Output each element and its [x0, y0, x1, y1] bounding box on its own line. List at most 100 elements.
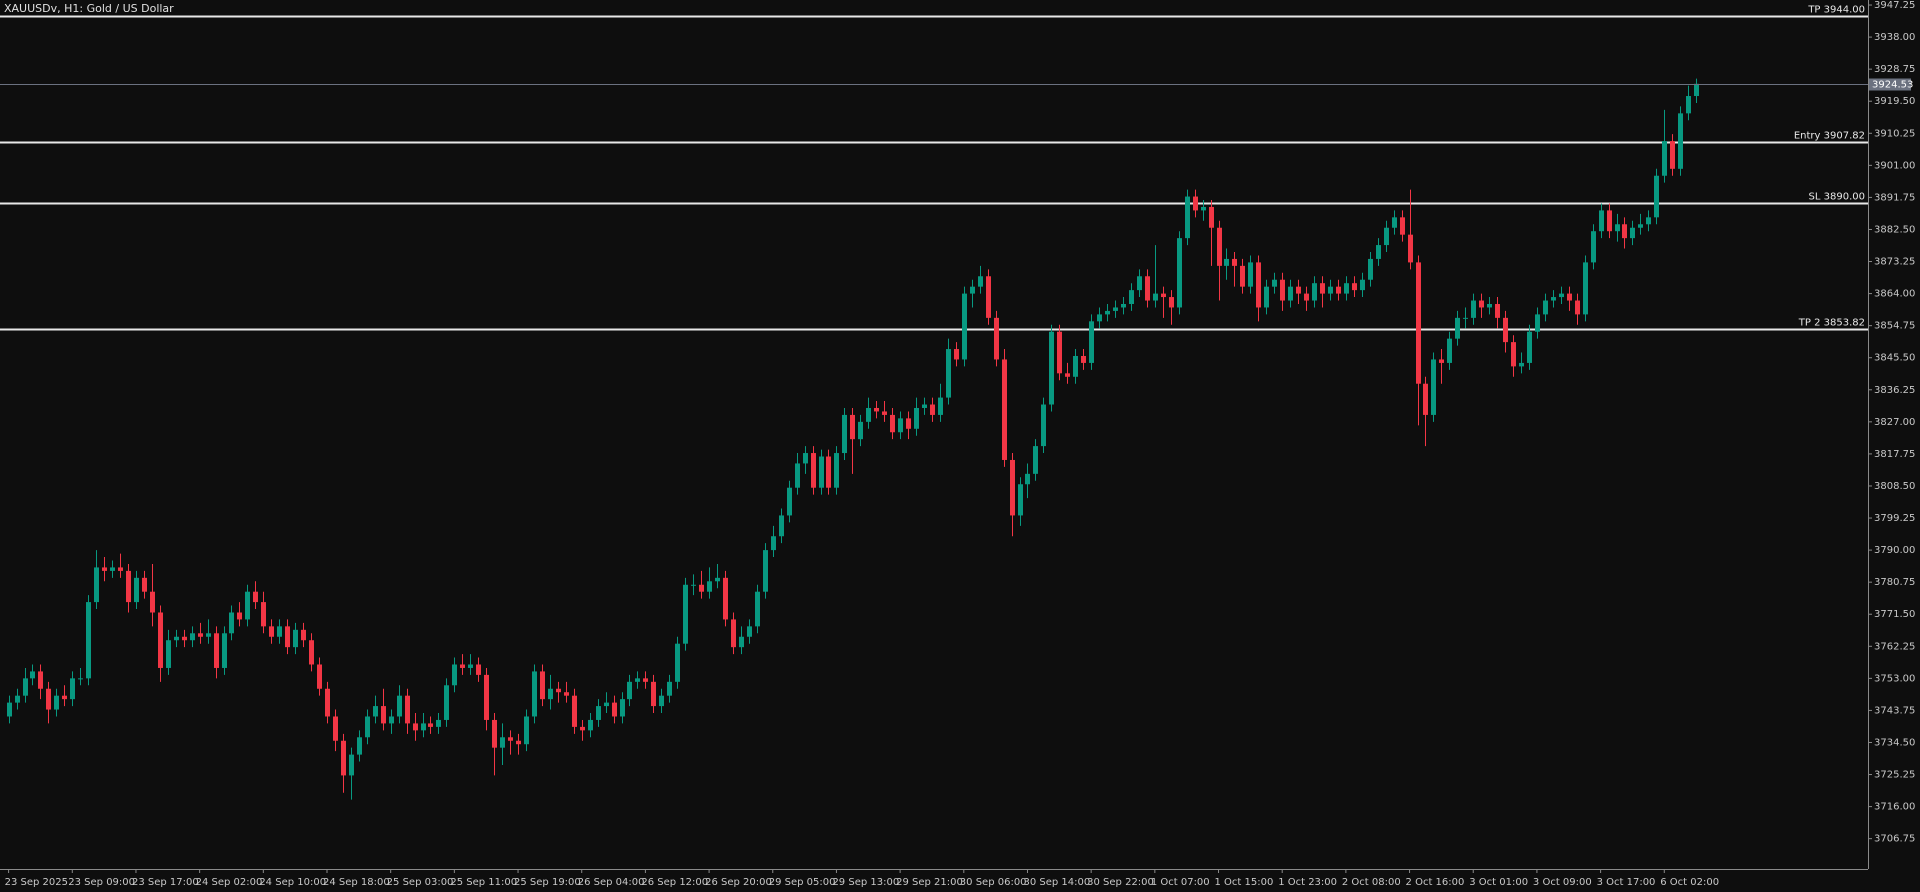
candle-body — [1033, 446, 1038, 474]
candle-body — [110, 567, 115, 571]
candle-body — [596, 706, 601, 720]
candle-body — [930, 404, 935, 415]
candle-body — [779, 515, 784, 537]
candle-body — [667, 681, 672, 696]
candle-body — [1368, 258, 1373, 280]
candle-body — [1503, 317, 1508, 343]
candle-body — [635, 678, 640, 682]
y-tick-label: 3706.75 — [1874, 834, 1915, 845]
x-tick-label: 24 Sep 10:00 — [259, 877, 326, 888]
candle-body — [436, 719, 441, 727]
candle-body — [858, 421, 863, 440]
candle-body — [651, 681, 656, 707]
y-tick-label: 3873.25 — [1874, 257, 1915, 268]
candle-body — [405, 695, 410, 724]
candle-body — [866, 407, 871, 422]
x-tick-label: 23 Sep 09:00 — [68, 877, 135, 888]
candle-body — [1646, 217, 1651, 225]
x-tick-label: 29 Sep 21:00 — [896, 877, 963, 888]
candle-body — [237, 612, 242, 620]
candle-body — [1543, 300, 1548, 315]
candle-body — [1153, 293, 1158, 301]
candle-body — [94, 567, 99, 603]
candle-body — [588, 719, 593, 731]
candle-body — [1495, 303, 1500, 318]
candle-body — [731, 619, 736, 648]
x-tick-label: 26 Sep 20:00 — [705, 877, 772, 888]
candle-body — [1463, 317, 1468, 319]
y-tick-label: 3780.75 — [1874, 577, 1915, 588]
y-tick-label: 3901.00 — [1874, 160, 1915, 171]
candle-body — [1471, 300, 1476, 318]
candle-body — [1002, 359, 1007, 460]
y-tick-label: 3854.75 — [1874, 321, 1915, 332]
candle-body — [564, 692, 569, 696]
candle-body — [1360, 279, 1365, 291]
price-box — [1869, 78, 1911, 91]
candle-body — [723, 577, 728, 620]
candle-body — [1169, 297, 1174, 308]
y-tick-label: 3743.75 — [1874, 705, 1915, 716]
x-tick-label: 3 Oct 17:00 — [1597, 877, 1656, 888]
candle-body — [357, 737, 362, 755]
candle-body — [914, 407, 919, 429]
x-tick-label: 29 Sep 13:00 — [832, 877, 899, 888]
candle-body — [1328, 286, 1333, 294]
candle-body — [1073, 355, 1078, 377]
candle-body — [253, 591, 258, 603]
candle-body — [1670, 141, 1675, 169]
candle-body — [612, 702, 617, 717]
candle-body — [715, 577, 720, 582]
candle-body — [190, 633, 195, 641]
candle-body — [1519, 362, 1524, 367]
candle-body — [1041, 404, 1046, 447]
candle-body — [1209, 206, 1214, 228]
candle-body — [150, 591, 155, 613]
candle-body — [1527, 331, 1532, 363]
x-tick-label: 1 Oct 07:00 — [1151, 877, 1210, 888]
candle-body — [898, 418, 903, 433]
candle-body — [1567, 293, 1572, 301]
candle-body — [373, 706, 378, 717]
candle-body — [1575, 300, 1580, 315]
candle-body — [1025, 473, 1030, 485]
candle-body — [1113, 307, 1118, 311]
candle-body — [182, 636, 187, 641]
candle-body — [1057, 331, 1062, 374]
candle-body — [580, 726, 585, 731]
candle-body — [659, 695, 664, 707]
candle-body — [946, 349, 951, 398]
candle-body — [1654, 175, 1659, 218]
candle-body — [341, 740, 346, 776]
candle-body — [874, 407, 879, 412]
candle-body — [413, 723, 418, 731]
candle-body — [1376, 245, 1381, 259]
candle-body — [1089, 321, 1094, 363]
x-tick-label: 25 Sep 03:00 — [387, 877, 454, 888]
candle-body — [277, 626, 282, 637]
candle-body — [62, 695, 67, 700]
candle-body — [142, 577, 147, 592]
level-label: Entry 3907.82 — [1794, 131, 1865, 142]
x-tick-label: 1 Oct 15:00 — [1215, 877, 1274, 888]
candle-body — [1224, 258, 1229, 266]
candle-body — [301, 629, 306, 641]
y-tick-label: 3817.75 — [1874, 449, 1915, 460]
candle-body — [1487, 303, 1492, 308]
candle-body — [643, 678, 648, 682]
level-label: TP 3944.00 — [1807, 5, 1865, 16]
candle-body — [1431, 359, 1436, 415]
candle-body — [1384, 227, 1389, 246]
candle-body — [70, 678, 75, 700]
candle-body — [1320, 283, 1325, 294]
candle-body — [1416, 262, 1421, 384]
x-tick-label: 25 Sep 19:00 — [514, 877, 581, 888]
candle-body — [397, 695, 402, 717]
x-tick-label: 6 Oct 02:00 — [1660, 877, 1719, 888]
candle-body — [1630, 227, 1635, 239]
candle-body — [174, 636, 179, 641]
level-label: SL 3890.00 — [1809, 192, 1865, 203]
